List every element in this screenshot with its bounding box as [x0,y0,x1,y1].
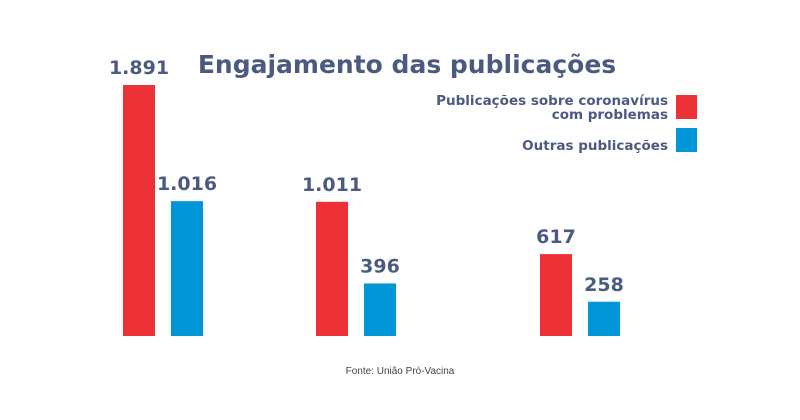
data-label: 1.891 [109,57,169,79]
bar-coronavirus-2 [316,201,348,336]
data-label: 396 [360,255,400,277]
data-label: 1.016 [157,173,217,195]
data-label: 258 [584,274,624,296]
legend-label: Publicações sobre coronavírus [436,93,668,109]
bar-coronavirus-1 [123,85,155,336]
legend-swatch [676,95,697,119]
chart-title: Engajamento das publicações [198,50,616,79]
data-label: 617 [536,226,576,248]
bar-coronavirus-3 [540,254,572,336]
source-note: Fonte: União Pró-Vacina [346,366,455,377]
bar-outras-3 [588,301,620,336]
legend-item-2: Outras publicações [522,128,697,154]
bar-outras-1 [171,201,203,336]
bar-outras-2 [364,283,396,336]
legend-label: com problemas [552,107,668,123]
data-label: 1.011 [302,174,362,196]
legend-label: Outras publicações [522,138,668,154]
legend-swatch [676,128,697,152]
